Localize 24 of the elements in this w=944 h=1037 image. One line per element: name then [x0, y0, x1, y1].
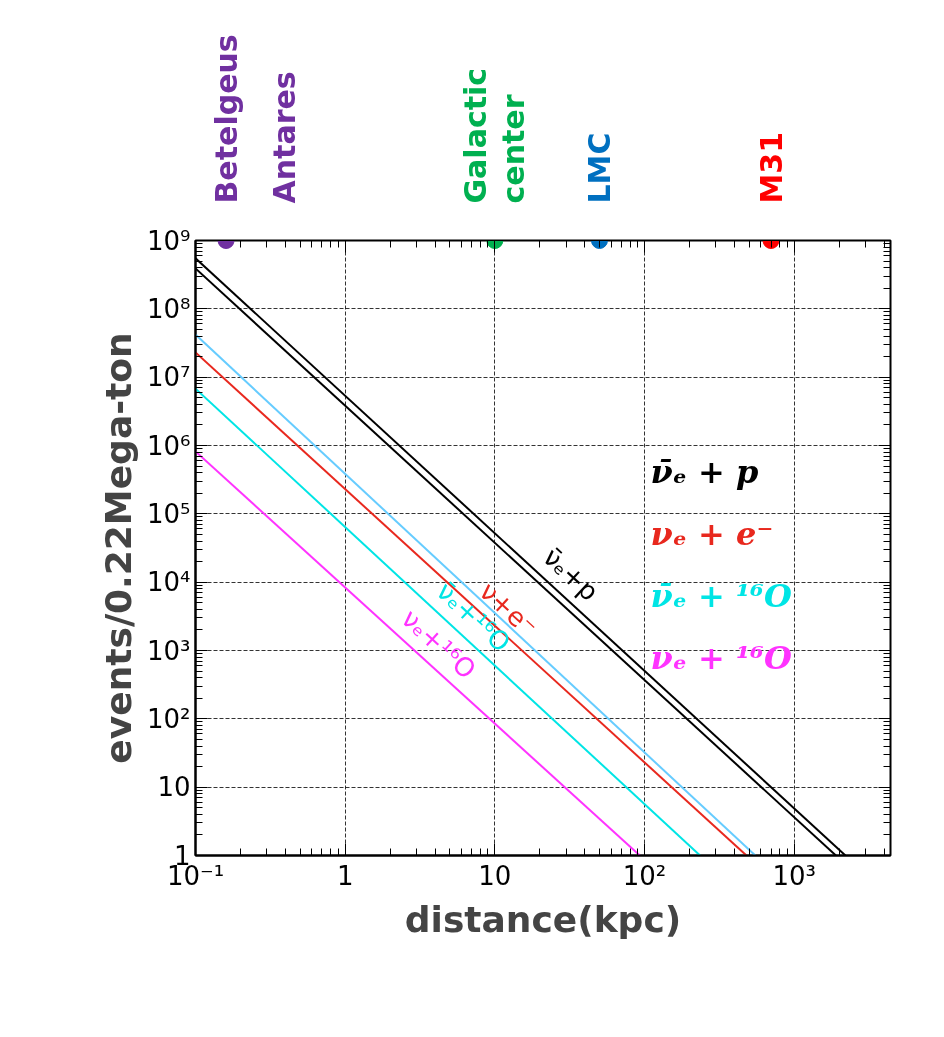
text: LMC: [581, 132, 617, 204]
y-tick-label: 10⁴: [146, 567, 191, 598]
y-tick-label: 10⁹: [146, 225, 191, 256]
x-tick-label: 1: [336, 860, 354, 891]
y-tick-label: 10: [157, 772, 191, 803]
text: ν̄ₑ + ¹⁶O: [650, 576, 793, 615]
y-tick-label: 10²: [146, 703, 191, 734]
y-tick-label: 10⁶: [146, 430, 191, 461]
x-tick-label: 10³: [772, 860, 816, 891]
text: M31: [753, 131, 789, 204]
x-tick-label: 10²: [622, 860, 667, 891]
y-tick-label: 10⁷: [146, 362, 191, 393]
y-tick-label: 10⁵: [146, 498, 191, 529]
text: νₑ + e⁻: [650, 514, 774, 553]
text: ν̄ₑ + p: [650, 452, 759, 491]
text: Galactic center: [458, 67, 532, 204]
text: νₑ + ¹⁶O: [650, 638, 793, 677]
text: Antares: [266, 71, 302, 204]
text: Betelgeus: [208, 34, 244, 204]
y-tick-label: 10⁸: [146, 293, 191, 324]
x-axis-title: distance(kpc): [404, 898, 682, 940]
x-tick-label: 10: [478, 860, 512, 891]
y-axis-title: events/0.22Mega-ton: [97, 332, 139, 764]
y-tick-label: 10³: [146, 635, 191, 666]
